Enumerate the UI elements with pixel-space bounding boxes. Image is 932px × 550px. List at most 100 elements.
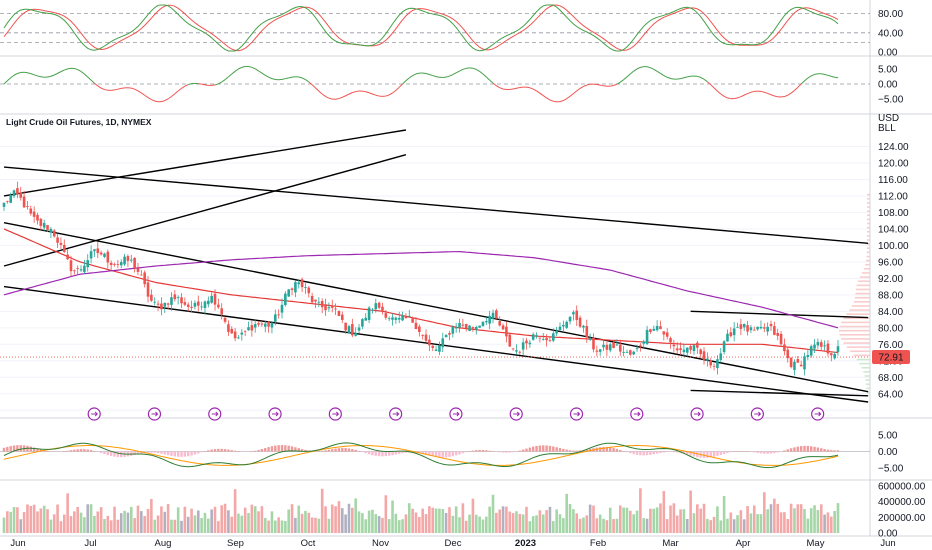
macd-histogram-bar <box>692 451 696 457</box>
macd-histogram-bar <box>655 451 659 454</box>
price-tick-label: 64.00 <box>878 389 903 400</box>
candle-body <box>796 359 800 363</box>
macd-histogram-bar <box>398 451 401 454</box>
macd-histogram-bar <box>240 451 244 452</box>
candle-body <box>809 346 813 356</box>
candle-body <box>207 300 210 305</box>
momentum-segment <box>338 96 343 100</box>
momentum-segment <box>452 72 457 76</box>
candle-body <box>12 190 16 197</box>
momentum-segment <box>546 97 551 101</box>
candle-body <box>582 325 585 328</box>
volume-profile-bar <box>851 305 870 307</box>
macd-histogram-bar <box>421 451 424 454</box>
volume-bar <box>545 510 548 533</box>
candle-body <box>444 334 448 338</box>
candle-body <box>702 351 706 360</box>
candle-body <box>689 346 692 350</box>
time-tick-label: Jun <box>10 538 25 549</box>
macd-histogram-bar <box>284 445 287 452</box>
candle-body <box>679 348 682 351</box>
macd-histogram-bar <box>294 447 297 452</box>
volume-bar <box>665 519 669 533</box>
candle-body <box>176 297 180 299</box>
candle-body <box>351 324 354 336</box>
macd-histogram-bar <box>300 449 304 452</box>
macd-histogram-bar <box>96 451 99 452</box>
volume-bar <box>257 511 260 533</box>
time-tick-label: Aug <box>155 538 172 549</box>
momentum-segment <box>583 84 587 87</box>
macd-histogram-bar <box>602 447 605 452</box>
momentum-segment <box>177 87 182 92</box>
volume-bar <box>481 519 485 533</box>
candle-body <box>652 328 656 331</box>
candle-body <box>397 317 401 320</box>
volume-profile-bar <box>867 218 870 221</box>
momentum-segment <box>188 83 192 86</box>
price-tick-label: 84.00 <box>878 307 903 318</box>
volume-bar <box>505 506 508 533</box>
candle-body <box>277 314 280 316</box>
macd-histogram-bar <box>498 451 501 453</box>
momentum-segment <box>134 88 139 92</box>
volume-bar <box>779 512 783 533</box>
volume-bar <box>200 517 203 533</box>
macd-histogram-bar <box>2 447 6 452</box>
volume-bar <box>528 521 532 533</box>
volume-bar <box>652 508 656 533</box>
volume-bar <box>377 516 381 533</box>
momentum-segment <box>462 67 467 70</box>
volume-bar <box>709 520 713 533</box>
volume-bar <box>833 511 836 533</box>
volume-bar <box>250 504 254 533</box>
price-tick-label: 124.00 <box>878 142 909 153</box>
momentum-segment <box>281 78 286 80</box>
volume-profile-bar <box>866 387 870 390</box>
volume-bar <box>692 513 696 533</box>
volume-bar <box>515 511 518 533</box>
macd-histogram-bar <box>83 449 86 452</box>
momentum-segment <box>680 77 685 80</box>
volume-tick-label: 200000.00 <box>878 513 926 524</box>
candle-body <box>337 310 341 317</box>
macd-histogram-bar <box>615 448 619 452</box>
price-tick-label: 112.00 <box>878 191 908 202</box>
volume-tick-label: 600000.00 <box>878 481 926 492</box>
candle-body <box>99 252 103 255</box>
candle-body <box>377 302 381 308</box>
candle-body <box>783 344 786 352</box>
momentum-segment <box>723 95 728 99</box>
macd-histogram-bar <box>334 448 337 452</box>
candle-body <box>83 265 86 273</box>
candle-body <box>645 329 649 344</box>
volume-bar <box>39 508 43 533</box>
volume-bar <box>625 507 629 533</box>
macd-histogram-bar <box>444 451 448 458</box>
candle-body <box>481 321 485 327</box>
macd-histogram-bar <box>19 445 22 452</box>
mom-tick-label: 5.00 <box>878 65 898 76</box>
candle-body <box>96 248 100 254</box>
volume-bar <box>357 511 361 533</box>
volume-bar <box>253 506 257 533</box>
volume-bar <box>783 512 786 533</box>
momentum-segment <box>737 96 742 99</box>
volume-bar <box>685 518 689 533</box>
momentum-segment <box>90 79 95 84</box>
volume-bar <box>615 518 619 533</box>
candle-body <box>722 341 726 353</box>
macd-histogram-bar <box>113 451 116 457</box>
volume-bar <box>789 503 793 533</box>
momentum-segment <box>717 90 722 95</box>
volume-bar <box>69 516 73 533</box>
macd-histogram-bar <box>676 451 679 453</box>
volume-bar <box>418 516 421 533</box>
momentum-segment <box>352 91 356 94</box>
macd-histogram-bar <box>478 449 481 452</box>
momentum-segment <box>549 99 554 102</box>
macd-histogram-bar <box>833 450 836 452</box>
volume-bar <box>32 504 36 533</box>
volume-bar <box>826 512 830 533</box>
